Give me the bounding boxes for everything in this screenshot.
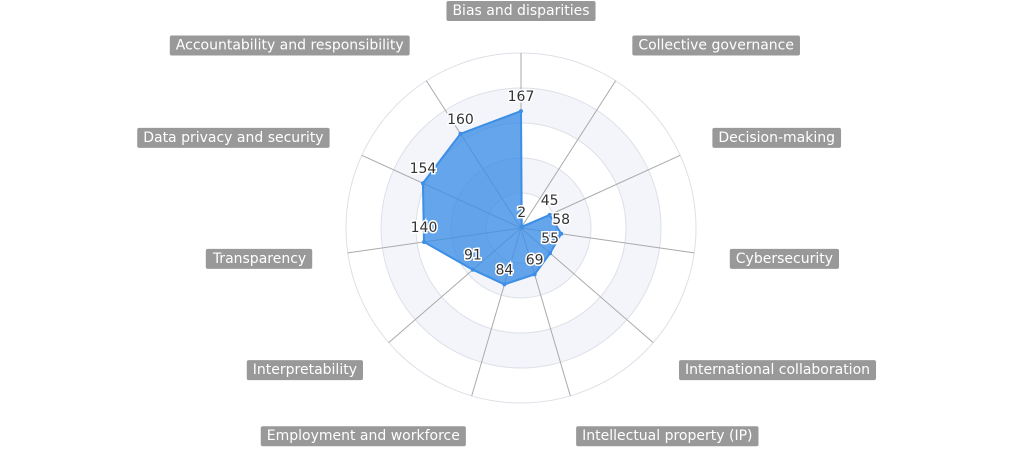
value-label: 2 [517,205,526,221]
category-label: Data privacy and security [137,127,330,148]
category-text: International collaboration [685,362,870,378]
value-label: 140 [411,220,438,236]
category-label: Decision-making [712,127,842,148]
radar-point [532,272,537,277]
label-box [260,426,466,447]
label-box [205,248,313,269]
radar-point [519,224,524,229]
radar-point [548,251,553,256]
category-text: Cybersecurity [736,251,833,267]
value-label: 167 [508,89,535,105]
radar-point [559,231,564,236]
radar-point [502,282,507,287]
label-box [137,127,330,148]
axis-line [520,80,617,229]
label-box [446,1,596,21]
label-box [246,360,364,381]
value-label: 160 [447,112,474,128]
category-label: International collaboration [678,360,877,381]
value-label: 91 [464,248,482,264]
category-label: Interpretability [246,360,364,381]
category-text: Bias and disparities [452,3,589,19]
radar-point [421,239,426,244]
label-box [729,248,840,269]
category-label: Transparency [205,248,313,269]
radar-point [470,267,475,272]
label-box [632,35,800,56]
value-label: 69 [526,252,544,268]
category-label: Bias and disparities [446,1,596,21]
label-box [576,426,759,447]
category-text: Accountability and responsibility [176,37,404,53]
value-label: 58 [552,212,570,228]
label-box [169,35,410,56]
category-text: Employment and workforce [267,428,460,444]
category-text: Transparency [212,251,306,267]
category-text: Data privacy and security [143,130,323,146]
radar-point [458,131,463,136]
value-label: 84 [496,262,514,278]
value-label: 154 [410,161,437,177]
radar-point [547,212,552,217]
category-label: Employment and workforce [260,426,466,447]
category-text: Interpretability [253,362,357,378]
value-label: 45 [541,193,559,209]
category-text: Decision-making [718,130,835,146]
category-text: Intellectual property (IP) [582,428,752,444]
radar-area [421,109,563,286]
category-text: Collective governance [638,37,794,53]
value-label: 55 [541,231,559,247]
radar-point [420,181,425,186]
label-box [678,360,877,381]
label-box [712,127,842,148]
radar-point [519,109,523,114]
category-label: Accountability and responsibility [169,35,410,56]
category-label: Collective governance [632,35,800,56]
category-label: Intellectual property (IP) [576,426,759,447]
category-label: Cybersecurity [729,248,840,269]
